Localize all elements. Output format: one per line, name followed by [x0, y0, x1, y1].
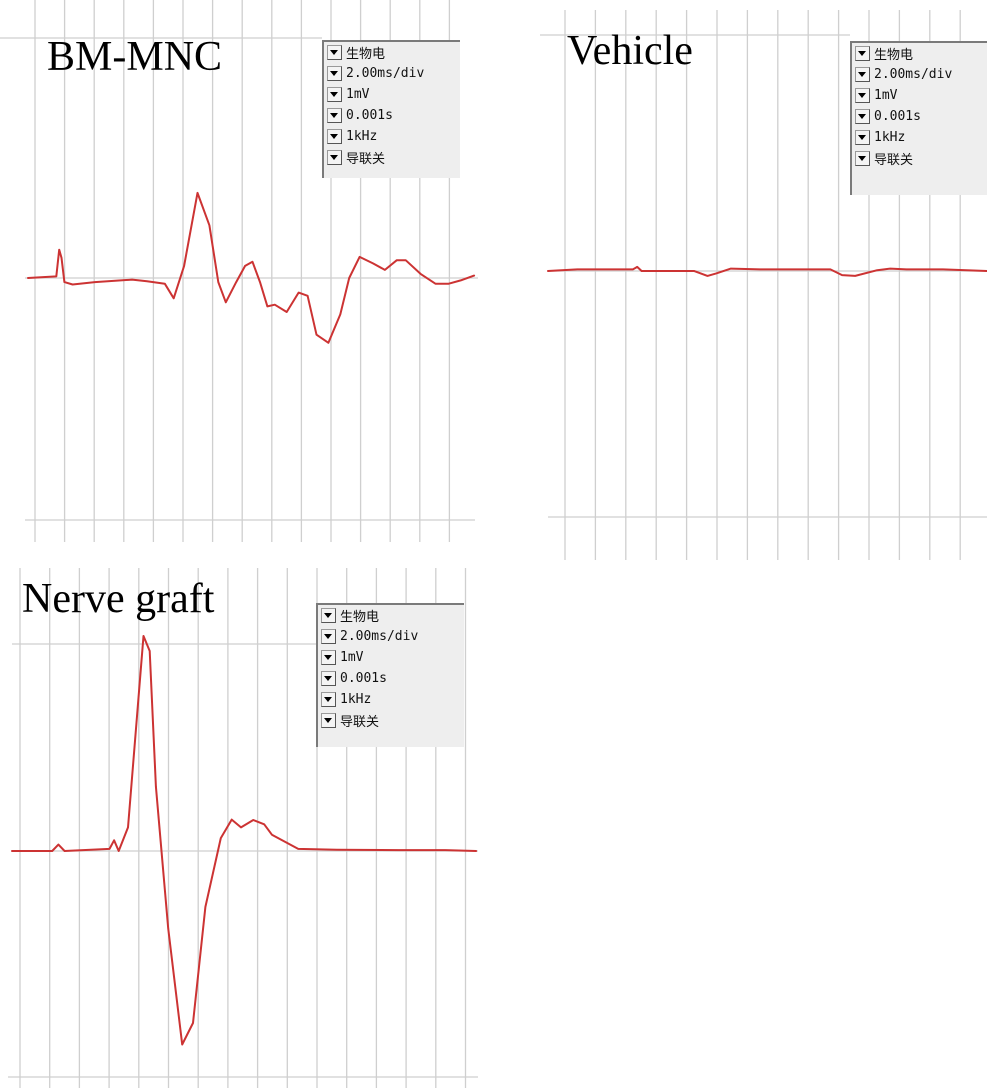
setting-label: 1kHz: [340, 692, 372, 707]
setting-time-base[interactable]: 2.00ms/div: [324, 63, 460, 84]
setting-label: 导联关: [346, 152, 386, 167]
chevron-down-icon[interactable]: [321, 629, 336, 644]
chevron-down-icon[interactable]: [327, 45, 342, 60]
nerve-graft-grid: [8, 568, 478, 1088]
setting-label: 1kHz: [874, 130, 906, 145]
setting-time-constant[interactable]: 0.001s: [324, 105, 460, 126]
setting-filter[interactable]: 1kHz: [318, 689, 464, 710]
setting-label: 2.00ms/div: [346, 66, 425, 81]
setting-label: 0.001s: [340, 671, 387, 686]
bm-mnc-panel: BM-MNC 生物电 2.00ms/div 1mV 0.001s 1kHz 导联…: [0, 0, 490, 545]
setting-signal-type[interactable]: 生物电: [324, 42, 460, 63]
vehicle-settings-panel: 生物电 2.00ms/div 1mV 0.001s 1kHz 导联关: [850, 41, 987, 195]
vehicle-panel: Vehicle 生物电 2.00ms/div 1mV 0.001s 1kHz 导…: [540, 0, 987, 560]
bm-mnc-title: BM-MNC: [47, 34, 223, 80]
setting-lead[interactable]: 导联关: [324, 147, 460, 168]
setting-amplitude[interactable]: 1mV: [324, 84, 460, 105]
setting-time-base[interactable]: 2.00ms/div: [318, 626, 464, 647]
chevron-down-icon[interactable]: [321, 650, 336, 665]
nerve-graft-plot: [8, 568, 478, 1088]
vehicle-title: Vehicle: [567, 28, 693, 74]
chevron-down-icon[interactable]: [321, 692, 336, 707]
chevron-down-icon[interactable]: [327, 108, 342, 123]
setting-filter[interactable]: 1kHz: [324, 126, 460, 147]
setting-label: 0.001s: [874, 109, 921, 124]
signal-trace: [11, 635, 478, 1046]
signal-trace: [27, 191, 476, 344]
nerve-graft-title: Nerve graft: [22, 576, 215, 622]
chevron-down-icon[interactable]: [855, 46, 870, 61]
vehicle-trace-group: [547, 265, 987, 277]
setting-label: 1mV: [874, 88, 898, 103]
bm-mnc-trace-group: [27, 191, 476, 344]
setting-label: 2.00ms/div: [340, 629, 419, 644]
bm-mnc-settings-panel: 生物电 2.00ms/div 1mV 0.001s 1kHz 导联关: [322, 40, 460, 178]
setting-time-base[interactable]: 2.00ms/div: [852, 64, 987, 85]
setting-time-constant[interactable]: 0.001s: [318, 668, 464, 689]
setting-lead[interactable]: 导联关: [318, 710, 464, 731]
chevron-down-icon[interactable]: [327, 150, 342, 165]
chevron-down-icon[interactable]: [855, 130, 870, 145]
nerve-graft-settings-panel: 生物电 2.00ms/div 1mV 0.001s 1kHz 导联关: [316, 603, 464, 747]
chevron-down-icon[interactable]: [855, 88, 870, 103]
chevron-down-icon[interactable]: [327, 87, 342, 102]
nerve-graft-panel: Nerve graft 生物电 2.00ms/div 1mV 0.001s 1k…: [0, 568, 490, 1088]
signal-trace: [547, 265, 987, 277]
chevron-down-icon[interactable]: [855, 151, 870, 166]
setting-label: 0.001s: [346, 108, 393, 123]
setting-label: 1kHz: [346, 129, 378, 144]
chevron-down-icon[interactable]: [321, 671, 336, 686]
setting-time-constant[interactable]: 0.001s: [852, 106, 987, 127]
chevron-down-icon[interactable]: [321, 608, 336, 623]
nerve-graft-trace-group: [11, 635, 478, 1046]
setting-filter[interactable]: 1kHz: [852, 127, 987, 148]
setting-lead[interactable]: 导联关: [852, 148, 987, 169]
chevron-down-icon[interactable]: [855, 67, 870, 82]
setting-label: 2.00ms/div: [874, 67, 953, 82]
chevron-down-icon[interactable]: [327, 66, 342, 81]
setting-label: 生物电: [346, 47, 386, 62]
chevron-down-icon[interactable]: [855, 109, 870, 124]
setting-signal-type[interactable]: 生物电: [852, 43, 987, 64]
setting-amplitude[interactable]: 1mV: [318, 647, 464, 668]
setting-label: 生物电: [340, 610, 380, 625]
chevron-down-icon[interactable]: [321, 713, 336, 728]
setting-label: 生物电: [874, 48, 914, 63]
setting-label: 导联关: [874, 153, 914, 168]
setting-signal-type[interactable]: 生物电: [318, 605, 464, 626]
setting-label: 1mV: [340, 650, 364, 665]
setting-label: 1mV: [346, 87, 370, 102]
chevron-down-icon[interactable]: [327, 129, 342, 144]
setting-label: 导联关: [340, 715, 380, 730]
setting-amplitude[interactable]: 1mV: [852, 85, 987, 106]
